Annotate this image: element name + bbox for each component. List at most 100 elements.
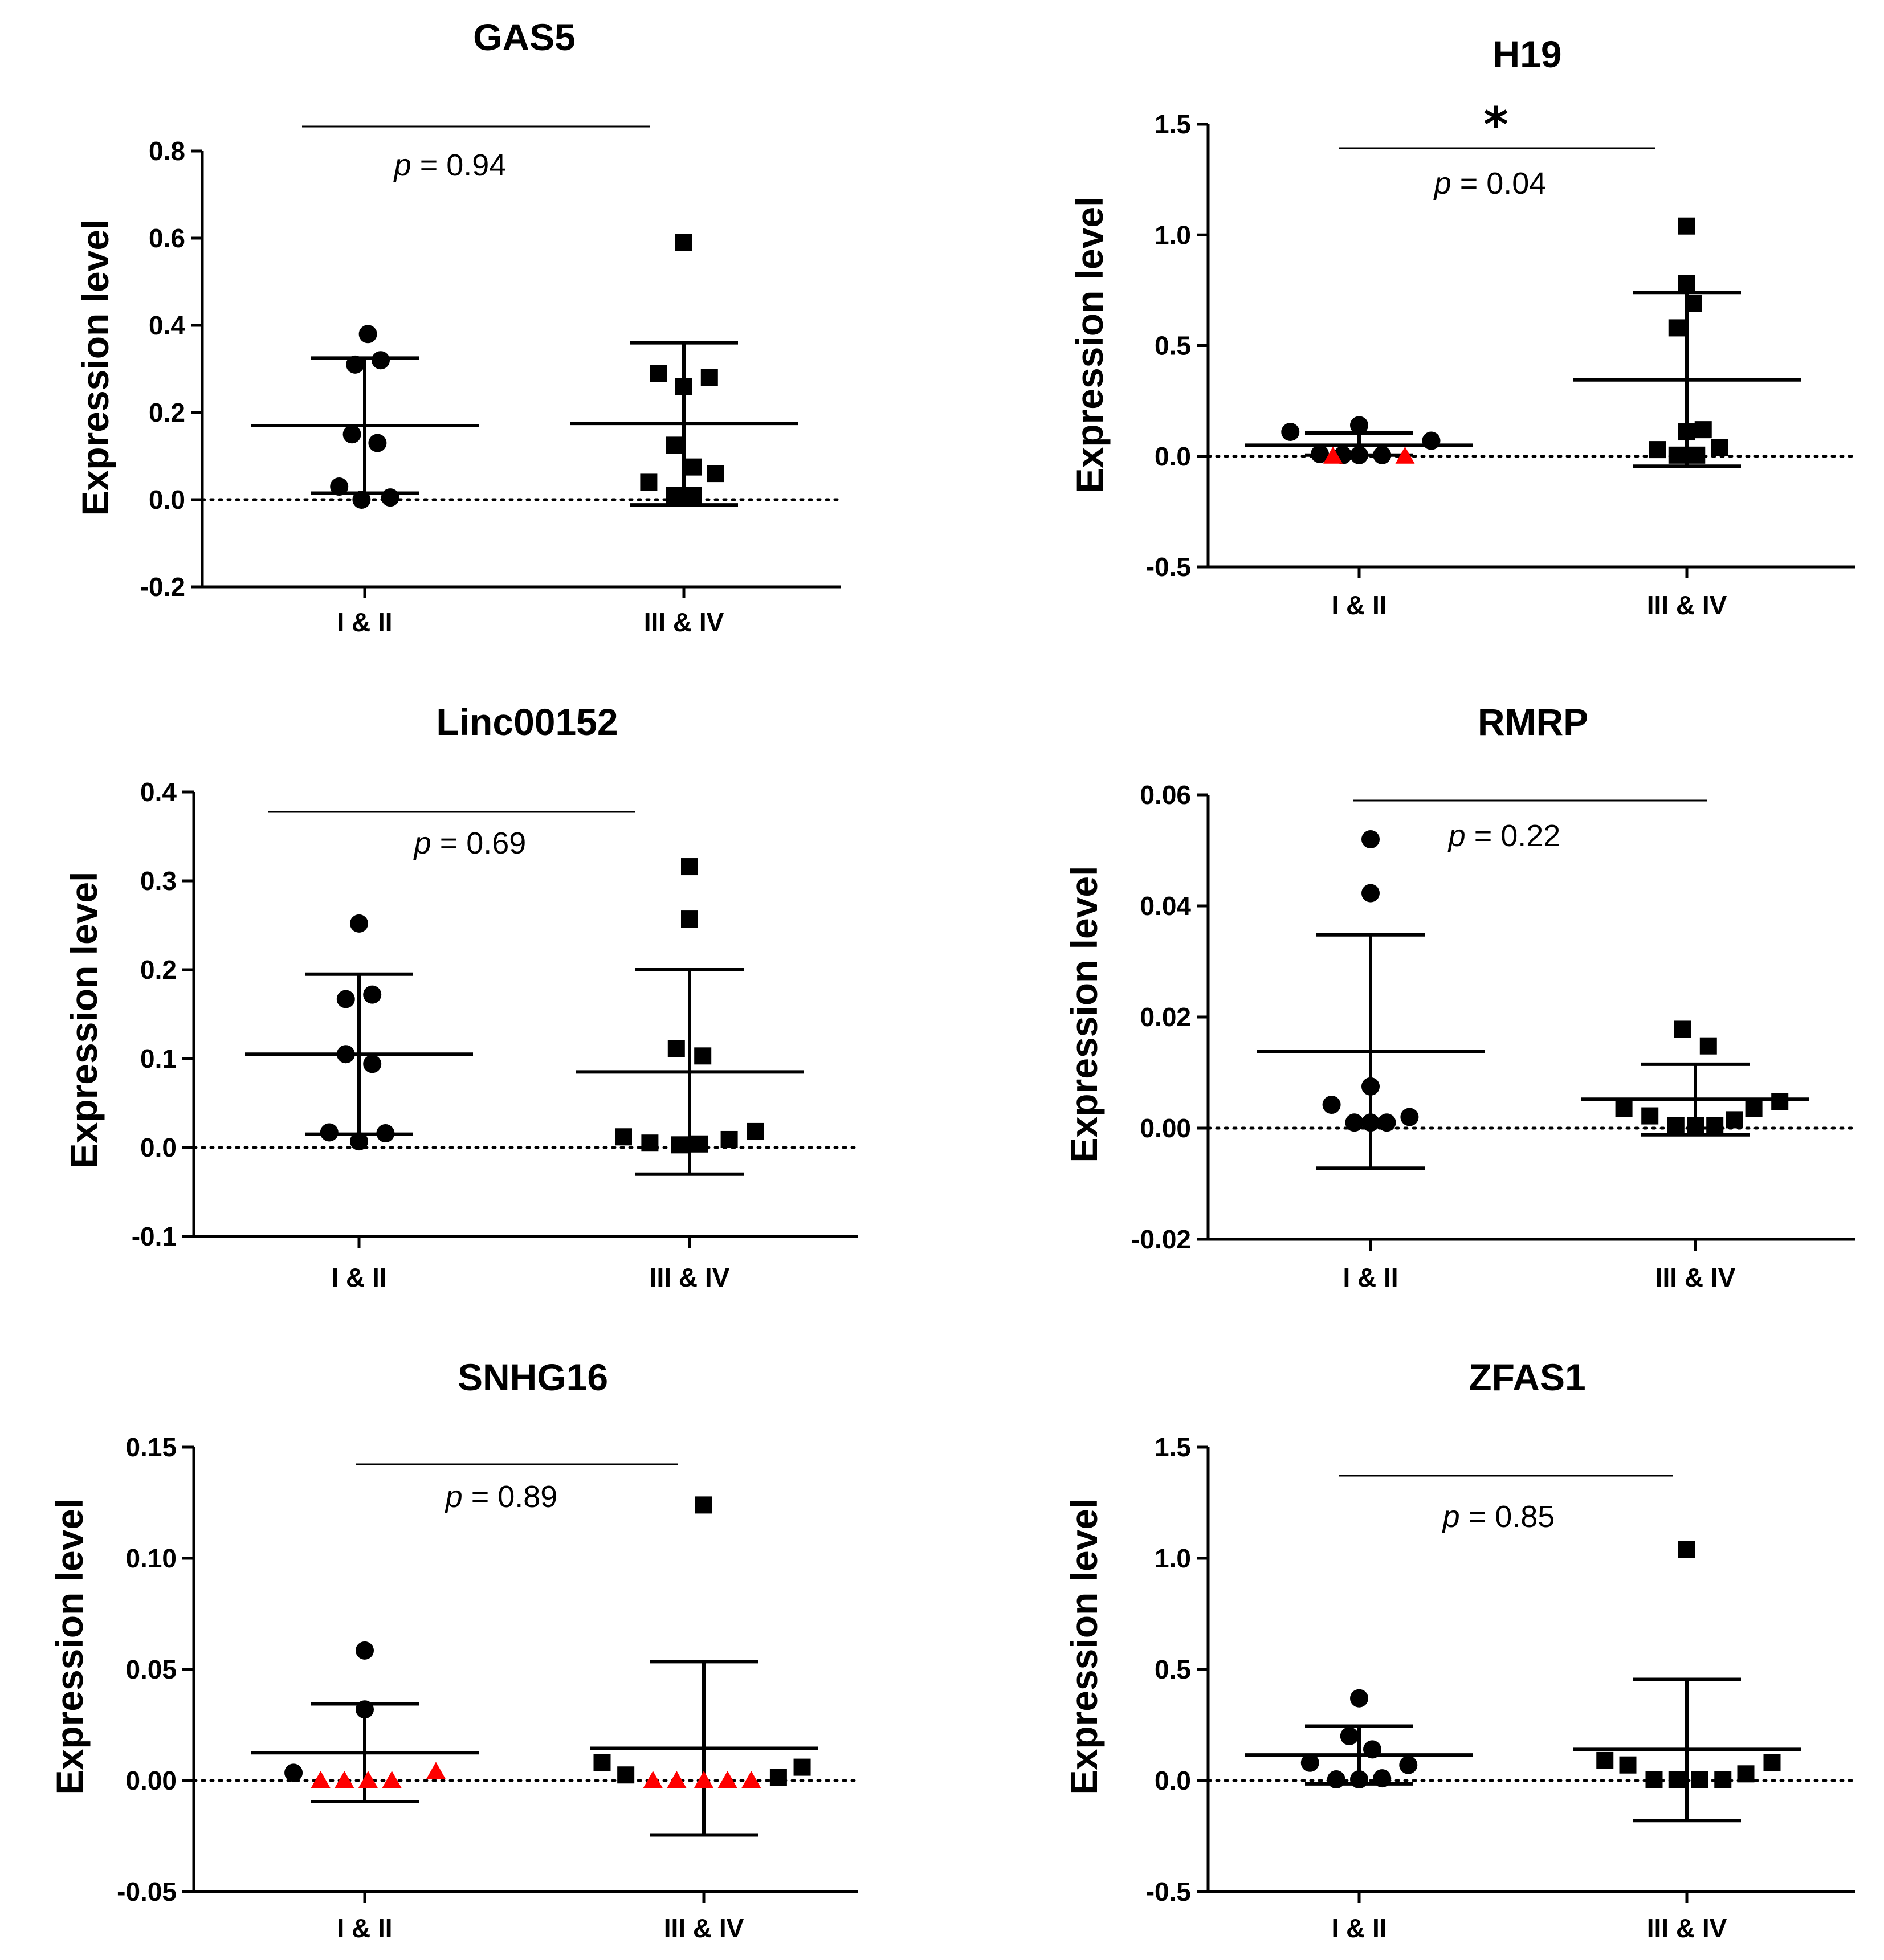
data-point [1678, 1541, 1695, 1558]
p-value: = 0.22 [1466, 819, 1561, 853]
data-point [352, 491, 371, 509]
y-tick-label: -0.5 [1146, 552, 1191, 582]
x-tick-label: III & IV [644, 607, 724, 637]
data-point [1706, 1117, 1724, 1134]
p-value-annotation: p = 0.89 [445, 1480, 558, 1514]
data-point [356, 1641, 374, 1660]
p-label: p [445, 1480, 463, 1514]
y-tick-label: 0.05 [125, 1655, 177, 1684]
data-point [346, 355, 365, 374]
y-tick-label: -0.02 [1131, 1224, 1191, 1254]
x-tick-label: I & II [337, 607, 392, 637]
data-point [747, 1122, 764, 1140]
y-tick-label: -0.1 [132, 1222, 177, 1251]
y-tick-label: 0.4 [149, 311, 185, 340]
p-value: = 0.69 [431, 826, 527, 860]
x-tick-label: I & II [1331, 590, 1387, 620]
data-point [1373, 446, 1392, 464]
data-point [1350, 446, 1368, 464]
data-point [381, 488, 399, 507]
data-point-triangle [382, 1771, 402, 1788]
data-point [1422, 431, 1441, 450]
data-point [700, 369, 718, 386]
data-point [691, 1135, 708, 1153]
data-point [1687, 1117, 1704, 1134]
y-tick-label: 0.15 [125, 1432, 177, 1462]
data-point [1361, 884, 1380, 903]
y-tick-label: 0.2 [149, 398, 185, 427]
data-point-triangle [1323, 446, 1343, 464]
y-tick-label: 0.0 [1155, 442, 1191, 471]
data-point [1667, 1117, 1685, 1134]
p-label: p [393, 148, 411, 182]
data-point [1711, 439, 1728, 456]
data-point-triangle [311, 1771, 331, 1788]
x-tick-label: I & II [1343, 1263, 1398, 1292]
panel-rmrp: RMRP Expression level -0.02 0.00 0.02 0.04 0… [1063, 701, 1857, 1292]
data-point [675, 234, 692, 251]
x-tick-label: III & IV [664, 1913, 744, 1943]
y-axis-label: Expression level [74, 219, 116, 516]
y-axis-label: Expression level [1063, 866, 1105, 1163]
p-value-annotation: p = 0.85 [1442, 1500, 1555, 1534]
data-point [641, 1134, 659, 1152]
data-point [1668, 446, 1686, 464]
data-point [694, 1047, 712, 1065]
data-point [707, 465, 724, 483]
data-point [1340, 1727, 1359, 1745]
data-point [1373, 1769, 1392, 1788]
data-point [350, 1132, 368, 1151]
chart-title: GAS5 [473, 16, 576, 58]
data-point [363, 985, 382, 1004]
data-point [342, 425, 361, 444]
chart-title: Linc00152 [436, 701, 618, 743]
y-axis-label: Expression level [48, 1498, 91, 1795]
data-point [1649, 441, 1666, 459]
x-tick-label: III & IV [650, 1263, 730, 1292]
data-point [684, 487, 702, 504]
panel-linc00152: Linc00152 Expression level -0.1 0.0 0.1 0.2… [63, 701, 859, 1292]
data-point [1714, 1771, 1732, 1788]
y-tick-label: 0.3 [140, 866, 177, 896]
p-label: p [1433, 166, 1451, 201]
y-axis-label: Expression level [1069, 197, 1111, 493]
data-point-triangle [1395, 446, 1415, 464]
data-point [1678, 275, 1695, 292]
data-point [1726, 1111, 1743, 1129]
data-point [650, 365, 667, 382]
data-point [1400, 1108, 1419, 1126]
y-tick-label: 0.02 [1140, 1002, 1191, 1032]
p-value-annotation: p = 0.69 [413, 826, 527, 860]
data-point [1685, 295, 1702, 312]
p-value-annotation: p = 0.22 [1447, 819, 1561, 853]
data-point [1311, 444, 1329, 463]
y-tick-label: 1.5 [1155, 1432, 1191, 1462]
data-point [336, 1045, 355, 1064]
chart-title: H19 [1492, 33, 1561, 75]
y-tick-label: 1.0 [1155, 220, 1191, 250]
y-tick-label: 0.0 [149, 485, 185, 514]
data-point [640, 473, 658, 491]
x-tick-label: III & IV [1647, 590, 1727, 620]
data-point [1699, 1037, 1717, 1055]
data-point [376, 1124, 395, 1143]
data-point [666, 487, 683, 504]
data-point [593, 1754, 611, 1771]
y-tick-label: 0.2 [140, 955, 177, 985]
data-point-triangle [335, 1771, 354, 1788]
panel-gas5: GAS5 Expression level -0.2 0.0 0.2 0.4 0.6 0.… [74, 16, 842, 637]
data-point [769, 1769, 787, 1786]
panel-snhg16: SNHG16 Expression level -0.05 0.00 0.05 0.1… [48, 1356, 859, 1943]
data-point [675, 378, 692, 395]
data-point [1645, 1771, 1663, 1788]
data-point [617, 1766, 635, 1784]
data-point [681, 910, 698, 928]
data-point [1615, 1100, 1633, 1117]
y-tick-label: -0.2 [140, 572, 185, 602]
y-axis-label: Expression level [63, 872, 105, 1169]
p-value: = 0.04 [1451, 166, 1547, 201]
p-label: p [413, 826, 431, 860]
data-point [1399, 1755, 1418, 1774]
data-point [330, 477, 349, 496]
data-point-triangle [643, 1771, 663, 1788]
